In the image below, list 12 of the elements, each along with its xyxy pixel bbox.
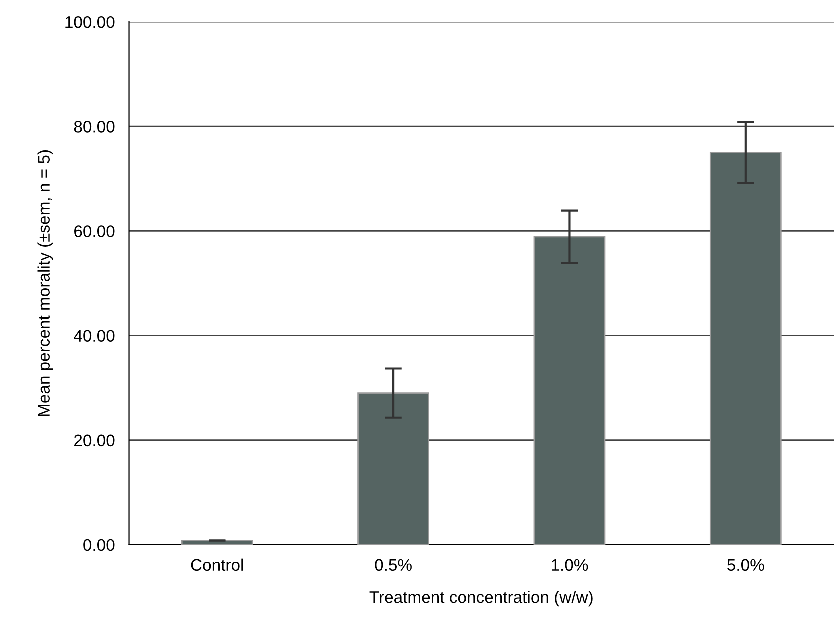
y-tick-label: 40.00 xyxy=(74,330,115,342)
y-tick-label: 0.00 xyxy=(84,539,115,552)
y-tick-label: 80.00 xyxy=(74,121,115,133)
x-tick-label: Control xyxy=(191,558,244,572)
y-tick-label: 20.00 xyxy=(74,434,115,447)
y-tick-label: 100.00 xyxy=(66,16,115,28)
x-tick-label: 0.5% xyxy=(375,559,412,572)
x-tick-label: 5.0% xyxy=(728,559,764,572)
x-tick-label: 1.0% xyxy=(552,559,588,572)
y-tick-label: 60.00 xyxy=(74,226,115,238)
y-axis-title: Mean percent morality (±sem, n = 5) xyxy=(38,150,54,416)
x-axis-title: Treatment concentration (w/w) xyxy=(370,591,593,607)
